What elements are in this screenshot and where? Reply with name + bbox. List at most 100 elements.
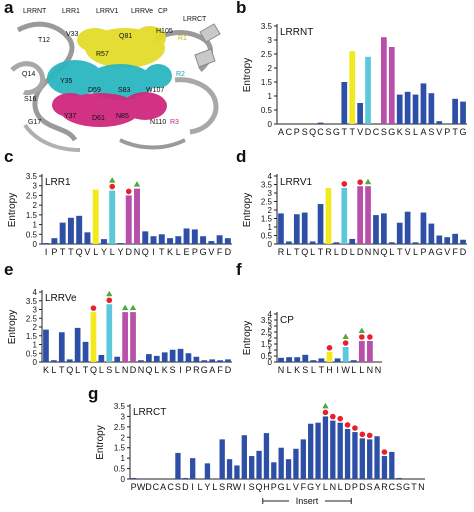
x-tick-label: A <box>374 482 380 492</box>
bar-v-20 <box>436 121 443 124</box>
mutation-dot-marker <box>125 188 132 195</box>
mutation-dot-marker <box>359 334 365 340</box>
x-tick-label: I <box>336 365 339 375</box>
x-tick-label: G <box>460 127 467 137</box>
x-tick-label: L <box>310 247 315 257</box>
x-tick-label: T <box>397 247 403 257</box>
bar-l-9 <box>349 238 356 244</box>
y-tick-label: 2.5 <box>261 50 273 59</box>
x-tick-label: I <box>179 365 182 375</box>
x-tick-label: P <box>444 127 450 137</box>
y-tick-label: 1.5 <box>261 340 273 349</box>
x-tick-label: K <box>397 127 403 137</box>
x-tick-label: T <box>59 365 65 375</box>
y-axis-label: Entropy <box>7 193 18 227</box>
bar-c-5 <box>317 122 324 124</box>
label-d61: D61 <box>92 115 105 122</box>
x-tick-label: L <box>413 247 418 257</box>
bar-g-23 <box>460 101 466 124</box>
label-y35: Y35 <box>60 78 73 85</box>
label-t12: T12 <box>38 37 50 44</box>
label-lrr1: LRR1 <box>62 8 80 15</box>
label-q14: Q14 <box>22 71 35 78</box>
bar-l-16 <box>175 236 182 244</box>
bar-q-6 <box>90 312 97 362</box>
x-tick-label: C <box>153 482 160 492</box>
x-tick-label: L <box>351 365 356 375</box>
bar-r-0 <box>278 213 284 244</box>
bar-p-19 <box>271 462 277 479</box>
bar-h-6 <box>326 351 333 362</box>
mutation-dot-marker <box>90 305 97 311</box>
panel-label-b: b <box>236 0 247 17</box>
y-tick-label: 3 <box>33 306 38 315</box>
y-tick-label: 1.5 <box>261 215 273 224</box>
x-tick-label: L <box>323 482 328 492</box>
mutation-triangle-marker <box>129 304 137 311</box>
bar-i-13 <box>150 236 157 244</box>
x-tick-label: S <box>396 482 402 492</box>
bar-l-1 <box>51 360 57 362</box>
x-tick-label: D <box>359 482 366 492</box>
mutation-triangle-marker <box>342 333 349 339</box>
y-tick-label: 0 <box>268 358 273 367</box>
x-tick-label: N <box>365 247 372 257</box>
bar-l-14 <box>153 355 160 362</box>
bar-k-15 <box>161 352 168 362</box>
bar-t-22 <box>452 98 458 124</box>
bar-v-20 <box>208 241 215 244</box>
bar-g-14 <box>388 47 395 124</box>
bar-d-23 <box>225 359 231 362</box>
y-tick-label: 0.5 <box>261 106 273 115</box>
x-tick-label: A <box>278 127 284 137</box>
x-tick-label: N <box>138 365 145 375</box>
y-tick-label: 2 <box>33 323 38 332</box>
y-tick-label: 1 <box>33 221 38 230</box>
x-tick-label: L <box>51 365 56 375</box>
x-tick-label: S <box>367 482 373 492</box>
bar-w-14 <box>234 465 240 479</box>
y-axis-label: Entropy <box>242 58 253 92</box>
y-tick-label: 1 <box>268 346 273 355</box>
bar-l-28 <box>337 422 343 479</box>
x-tick-label: D <box>341 247 348 257</box>
label-r1: R1 <box>178 35 187 42</box>
bar-l-1 <box>286 241 292 244</box>
x-tick-label: L <box>286 247 291 257</box>
label-lrrnt: LRRNT <box>23 8 47 15</box>
x-tick-label: V <box>436 127 442 137</box>
bar-k-0 <box>43 329 49 362</box>
bar-l-9 <box>114 356 121 362</box>
bar-t-14 <box>158 234 165 244</box>
bar-f-22 <box>452 233 458 244</box>
bar-l-1 <box>286 357 293 362</box>
x-tick-label: S <box>405 127 411 137</box>
y-tick-label: 0 <box>268 240 273 249</box>
x-tick-label: P <box>131 482 137 492</box>
bar-l-17 <box>412 94 419 124</box>
x-tick-label: G <box>200 247 207 257</box>
bar-v-10 <box>357 103 363 124</box>
mutation-triangle-marker <box>109 177 116 183</box>
y-tick-label: 3.5 <box>26 297 38 306</box>
bar-s-8 <box>106 304 113 362</box>
x-tick-label: D <box>344 482 351 492</box>
y-tick-label: 3 <box>33 182 38 191</box>
x-tick-label: W <box>233 482 242 492</box>
panel-label-f: f <box>236 260 242 279</box>
bar-p-30 <box>352 432 358 479</box>
x-tick-label: F <box>217 365 223 375</box>
bar-k-15 <box>396 94 403 124</box>
bar-v-5 <box>84 232 91 244</box>
x-tick-label: W <box>137 482 146 492</box>
mutation-dot-marker <box>381 449 388 455</box>
label-y37: Y37 <box>64 113 77 120</box>
bar-d-10 <box>357 186 363 244</box>
x-tick-label: Q <box>145 365 152 375</box>
y-tick-label: 3.5 <box>114 402 126 411</box>
insert-label-background <box>289 495 325 506</box>
x-tick-label: H <box>326 365 333 375</box>
x-tick-label: R <box>381 482 388 492</box>
